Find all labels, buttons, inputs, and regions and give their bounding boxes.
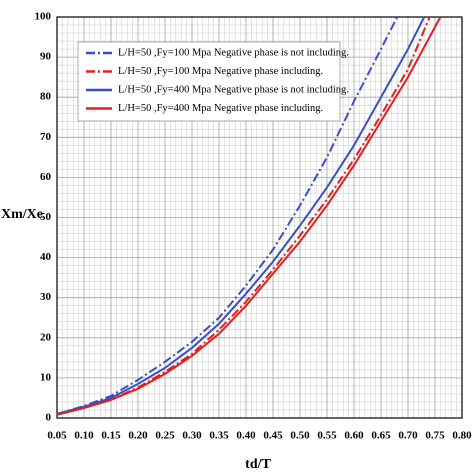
x-tick-label: 0.15	[101, 430, 121, 442]
y-tick-label: 0	[46, 412, 52, 424]
x-tick-label: 0.65	[371, 430, 391, 442]
y-tick-label: 40	[40, 251, 52, 263]
x-tick-label: 0.35	[209, 430, 229, 442]
x-tick-label: 0.25	[155, 430, 175, 442]
plot-frame	[56, 16, 463, 419]
y-tick-label: 30	[40, 291, 52, 303]
x-tick-label: 0.30	[182, 430, 202, 442]
series-line	[56, 16, 426, 415]
x-tick-label: 0.45	[263, 430, 283, 442]
x-tick-label: 0.10	[74, 430, 94, 442]
y-tick-label: 60	[40, 171, 52, 183]
y-tick-label: 90	[40, 51, 52, 63]
legend-label: L/H=50 ,Fy=100 Mpa Negative phase includ…	[118, 66, 323, 77]
y-tick-label: 50	[40, 211, 52, 223]
legend-box	[77, 41, 341, 122]
series-line	[56, 16, 399, 415]
x-tick-label: 0.75	[425, 430, 445, 442]
y-tick-label: 10	[40, 371, 52, 383]
x-tick-label: 0.60	[344, 430, 364, 442]
series-line	[56, 16, 442, 416]
y-axis-label: Xm/Xe	[1, 207, 43, 222]
y-tick-label: 70	[40, 131, 52, 143]
y-tick-label: 80	[40, 91, 52, 103]
y-tick-label: 20	[40, 331, 52, 343]
x-tick-label: 0.50	[290, 430, 310, 442]
legend-label: L/H=50 ,Fy=400 Mpa Negative phase includ…	[118, 103, 323, 114]
x-axis-label: td/T	[245, 457, 271, 472]
legend-label: L/H=50 ,Fy=400 Mpa Negative phase is not…	[118, 84, 349, 95]
series-line	[56, 16, 431, 415]
x-tick-label: 0.80	[452, 430, 472, 442]
legend-label: L/H=50 ,Fy=100 Mpa Negative phase is not…	[118, 47, 349, 58]
x-tick-label: 0.70	[398, 430, 418, 442]
x-tick-label: 0.20	[128, 430, 148, 442]
y-tick-label: 100	[35, 11, 52, 23]
x-tick-label: 0.05	[47, 430, 67, 442]
x-tick-label: 0.55	[317, 430, 337, 442]
x-tick-label: 0.40	[236, 430, 256, 442]
